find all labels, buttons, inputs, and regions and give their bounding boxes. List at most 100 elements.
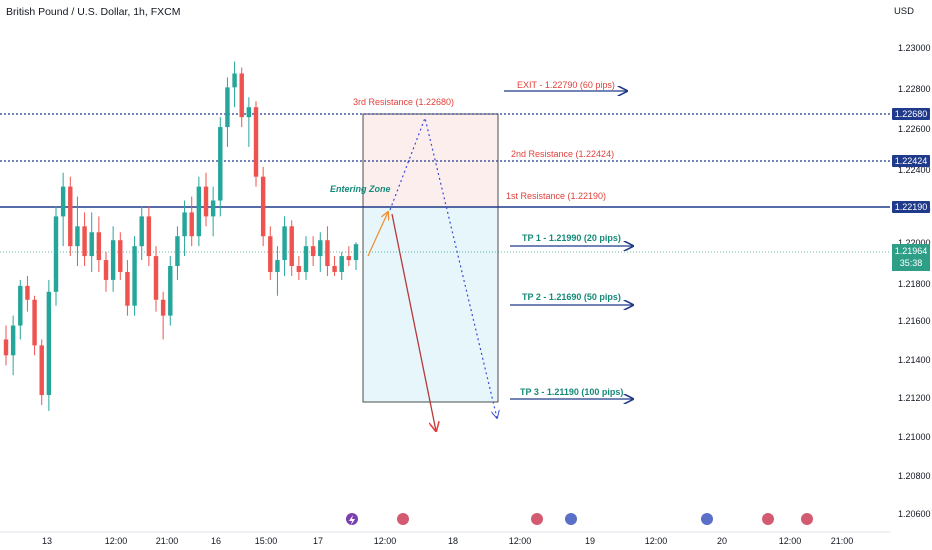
entry-arrow[interactable] xyxy=(367,212,388,257)
time-tick: 12:00 xyxy=(104,536,128,546)
candle[interactable] xyxy=(232,73,237,88)
time-tick: 21:00 xyxy=(155,536,179,546)
us-flag-event-icon[interactable] xyxy=(565,513,577,525)
lightning-event-icon[interactable] xyxy=(346,513,358,525)
candle[interactable] xyxy=(210,200,216,217)
us-flag-event-icon[interactable] xyxy=(701,513,713,525)
price-tick: 1.20600 xyxy=(898,509,931,519)
candle[interactable] xyxy=(10,325,16,356)
candle[interactable] xyxy=(303,246,309,272)
tp3-label[interactable]: TP 3 - 1.21190 (100 pips) xyxy=(520,387,624,397)
candle[interactable] xyxy=(289,226,294,267)
candle[interactable] xyxy=(68,186,73,247)
candle[interactable] xyxy=(53,216,59,292)
candles xyxy=(3,61,359,411)
price-tick: 1.20800 xyxy=(898,471,931,481)
candle[interactable] xyxy=(153,256,159,300)
candle[interactable] xyxy=(239,73,244,118)
price-tick: 1.21800 xyxy=(898,279,931,289)
candle[interactable] xyxy=(82,226,87,257)
candle[interactable] xyxy=(268,236,273,272)
candle[interactable] xyxy=(160,299,166,316)
res3-label[interactable]: 3rd Resistance (1.22680) xyxy=(353,97,455,107)
price-tick: 1.21200 xyxy=(898,393,931,403)
price-tick: 1.21600 xyxy=(898,316,931,326)
level-badge-3rd: 1.22680 xyxy=(892,108,930,120)
candle[interactable] xyxy=(96,232,102,261)
candle[interactable] xyxy=(110,240,116,280)
candle[interactable] xyxy=(296,266,302,272)
candle[interactable] xyxy=(182,212,187,237)
price-tick: 1.22600 xyxy=(898,124,931,134)
currency-label: USD xyxy=(893,6,914,17)
time-tick: 13 xyxy=(41,536,53,546)
candle[interactable] xyxy=(325,240,330,267)
candle[interactable] xyxy=(275,260,280,272)
candle[interactable] xyxy=(125,271,130,306)
candle[interactable] xyxy=(318,240,323,257)
candle[interactable] xyxy=(75,226,80,247)
candle[interactable] xyxy=(253,107,259,177)
candle[interactable] xyxy=(332,266,337,272)
candle[interactable] xyxy=(60,186,66,217)
candle[interactable] xyxy=(32,299,37,346)
candle[interactable] xyxy=(118,240,123,272)
candle[interactable] xyxy=(132,246,137,306)
tp1-label[interactable]: TP 1 - 1.21990 (20 pips) xyxy=(522,233,621,243)
candle[interactable] xyxy=(339,256,344,272)
time-tick: 12:00 xyxy=(644,536,668,546)
candle[interactable] xyxy=(3,339,9,356)
exit-label[interactable]: EXIT - 1.22790 (60 pips) xyxy=(517,80,615,90)
price-tick: 1.21400 xyxy=(898,355,931,365)
candle[interactable] xyxy=(18,285,23,326)
price-tick: 1.21000 xyxy=(898,432,931,442)
candle[interactable] xyxy=(25,285,30,300)
candle[interactable] xyxy=(196,186,202,237)
uk-flag-event-icon[interactable] xyxy=(531,513,543,525)
target-zone[interactable] xyxy=(362,206,499,403)
candle[interactable] xyxy=(346,256,352,261)
candle[interactable] xyxy=(139,216,144,247)
res2-label[interactable]: 2nd Resistance (1.22424) xyxy=(511,149,615,159)
candle[interactable] xyxy=(146,216,152,257)
chart-title[interactable]: British Pound / U.S. Dollar, 1h, FXCM xyxy=(6,6,181,18)
candle[interactable] xyxy=(282,226,287,261)
candle[interactable] xyxy=(103,260,109,280)
candle[interactable] xyxy=(89,232,94,257)
candle[interactable] xyxy=(175,236,180,267)
entering-zone-label[interactable]: Entering Zone xyxy=(330,184,391,194)
candle[interactable] xyxy=(246,107,252,118)
level-badge-1st: 1.22190 xyxy=(892,201,930,213)
candle[interactable] xyxy=(46,291,52,396)
price-tick: 1.22400 xyxy=(898,165,931,175)
tp2-label[interactable]: TP 2 - 1.21690 (50 pips) xyxy=(522,292,621,302)
candle[interactable] xyxy=(218,127,223,201)
price-tick: 1.22000 xyxy=(898,238,931,248)
time-tick: 20 xyxy=(716,536,728,546)
uk-flag-event-icon[interactable] xyxy=(762,513,774,525)
time-tick: 15:00 xyxy=(254,536,278,546)
current-price: 1.21964 xyxy=(894,246,928,256)
candle[interactable] xyxy=(189,212,194,237)
res1-label[interactable]: 1st Resistance (1.22190) xyxy=(506,191,607,201)
bar-countdown: 35:38 xyxy=(899,258,923,268)
time-tick: 12:00 xyxy=(373,536,397,546)
time-tick: 21:00 xyxy=(830,536,854,546)
price-chart[interactable] xyxy=(0,0,890,550)
time-tick: 19 xyxy=(584,536,596,546)
time-tick: 18 xyxy=(447,536,459,546)
candle[interactable] xyxy=(260,176,266,237)
candle[interactable] xyxy=(203,186,209,217)
short-arrow[interactable] xyxy=(391,213,436,431)
candle[interactable] xyxy=(39,345,44,396)
uk-flag-event-icon[interactable] xyxy=(801,513,813,525)
candle[interactable] xyxy=(353,244,359,261)
time-tick: 16 xyxy=(210,536,222,546)
candle[interactable] xyxy=(225,87,230,128)
uk-flag-event-icon[interactable] xyxy=(397,513,409,525)
price-tick: 1.23000 xyxy=(898,43,931,53)
candle[interactable] xyxy=(310,246,316,257)
candle[interactable] xyxy=(168,266,173,316)
price-tick: 1.22800 xyxy=(898,84,931,94)
time-tick: 17 xyxy=(312,536,324,546)
